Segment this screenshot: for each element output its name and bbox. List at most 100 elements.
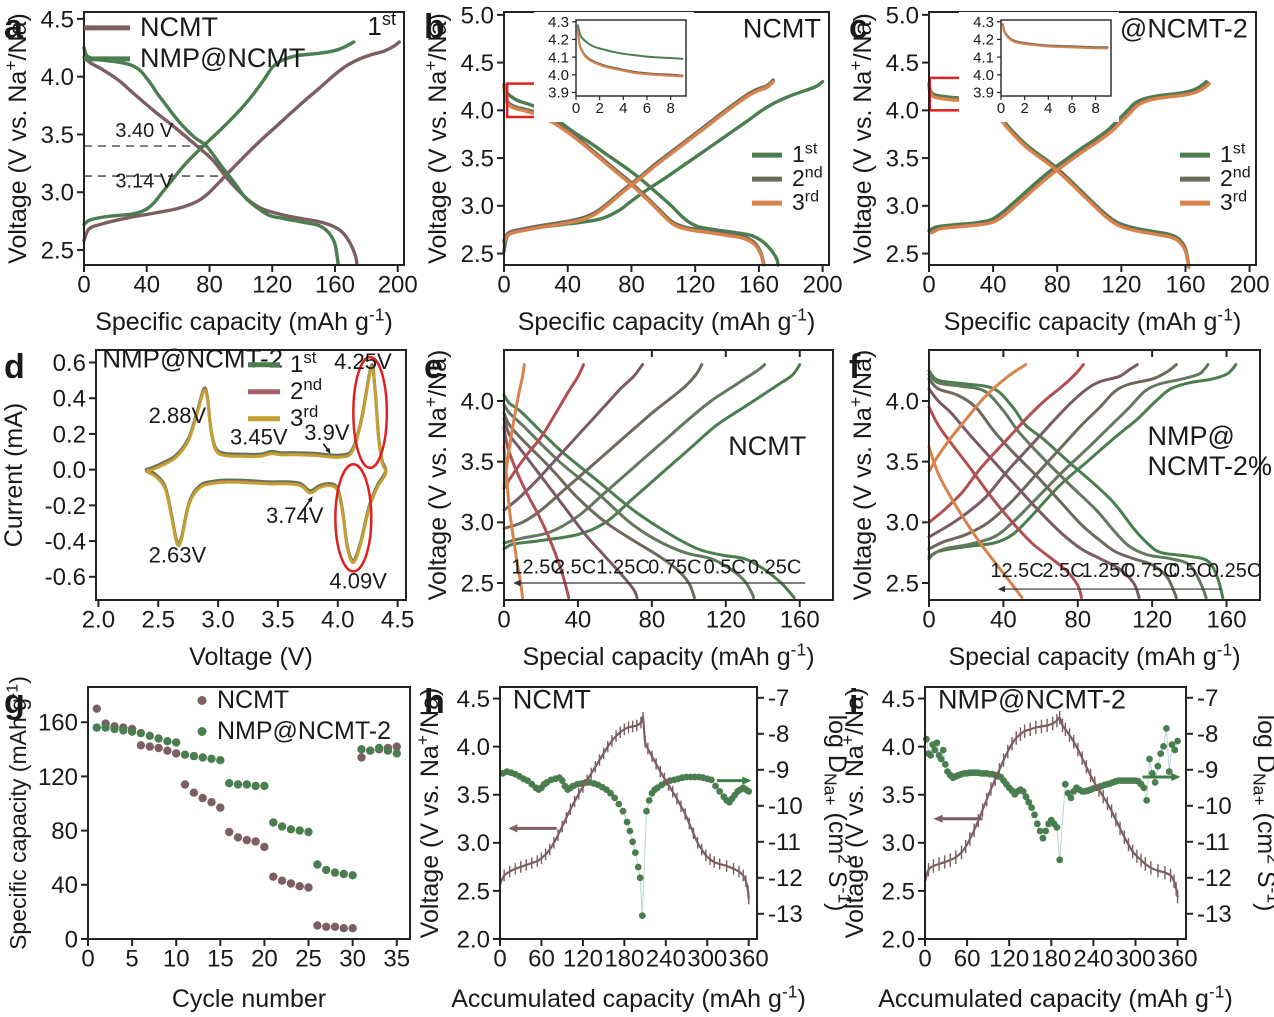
inset: 0 2 4 6 8 3.94.04.14.24.3 bbox=[959, 12, 1119, 122]
x-tick-label: 0 bbox=[572, 100, 580, 117]
data-point bbox=[251, 781, 260, 791]
panel-b: 0 40 80 120 160 200 2.5 3.0 3.5 4.0 4.5 5.0 Specific… bbox=[420, 0, 845, 340]
series-line bbox=[576, 29, 684, 78]
y-tick-label: -0.6 bbox=[45, 564, 86, 591]
series-c3 bbox=[502, 80, 775, 244]
series-c2 bbox=[502, 363, 767, 545]
series-ncmt_ch bbox=[82, 40, 401, 243]
x-tick-label: 360 bbox=[729, 945, 769, 972]
data-point bbox=[1033, 820, 1041, 828]
data-point bbox=[216, 756, 225, 765]
series-line bbox=[502, 84, 766, 267]
y-axis-title: Voltage (V vs. Na+/Na) bbox=[1, 13, 33, 264]
x-tick-label: 40 bbox=[990, 606, 1017, 633]
series-c1 bbox=[927, 363, 1238, 561]
annotation-text: 1st bbox=[367, 9, 396, 41]
y-tick-label: 3.9 bbox=[973, 85, 994, 102]
data-point bbox=[348, 924, 357, 933]
data-point bbox=[277, 876, 287, 885]
data-point bbox=[1160, 743, 1167, 750]
data-point bbox=[348, 871, 357, 880]
series-line bbox=[502, 80, 775, 244]
x-axis-title: Special capacity (mAh g-1) bbox=[522, 640, 814, 672]
data-point bbox=[392, 742, 401, 751]
x-tick-label: 0 bbox=[77, 271, 90, 298]
annotation-text: 0.75C bbox=[648, 556, 701, 578]
data-point bbox=[339, 924, 348, 933]
series-c3 bbox=[502, 363, 704, 530]
y-tick-label: 5.0 bbox=[461, 2, 494, 29]
series-line bbox=[502, 363, 767, 545]
y2-tick-label: -10 bbox=[768, 793, 803, 820]
x-tick-label: 160 bbox=[315, 271, 355, 298]
inset: 0 2 4 6 8 3.94.04.14.24.3 bbox=[534, 12, 694, 122]
data-point bbox=[198, 793, 207, 803]
y-tick-label: 3.5 bbox=[457, 782, 490, 809]
series-line bbox=[82, 55, 359, 266]
data-point bbox=[207, 754, 216, 763]
data-point bbox=[295, 882, 304, 891]
x-axis-title: Voltage (V) bbox=[189, 643, 313, 671]
y-tick-label: 4.5 bbox=[461, 50, 494, 77]
series-d3 bbox=[502, 84, 766, 267]
data-point bbox=[163, 737, 172, 746]
y-tick-label: 3.0 bbox=[886, 510, 919, 537]
series-d3 bbox=[502, 411, 696, 600]
y2-axis-title: log DNa+ (cm2 S-1) bbox=[1250, 715, 1274, 912]
data-point bbox=[708, 776, 715, 784]
data-point bbox=[643, 807, 650, 815]
plot-frame bbox=[924, 686, 1187, 940]
panel-letter: b bbox=[424, 8, 445, 46]
series-cch bbox=[930, 82, 1211, 235]
x-tick-label: 180 bbox=[604, 945, 644, 972]
y-tick-label: 4.0 bbox=[886, 388, 919, 415]
x-tick-label: 300 bbox=[1115, 945, 1155, 972]
data-point bbox=[330, 868, 340, 877]
x-tick-label: 0 bbox=[997, 100, 1005, 117]
annotation-text: NCMT bbox=[513, 684, 591, 714]
y-tick-label: 2.5 bbox=[886, 241, 919, 268]
chart-c: 0 40 80 120 160 2002.53.03.54.04.55.0Specific… bbox=[846, 2, 1270, 336]
series-line bbox=[927, 363, 1028, 473]
chart-g: 0 5 10 15 20 25 30 35 0 40 80 120 160 Cycle number Spe… bbox=[3, 676, 411, 1013]
y-tick-label: 2.5 bbox=[461, 570, 494, 597]
y-tick-label: 4.2 bbox=[973, 32, 994, 49]
y-tick-label: 2.5 bbox=[41, 237, 74, 264]
y-tick-label: 4.3 bbox=[548, 14, 569, 31]
panel-letter: h bbox=[424, 683, 445, 721]
x-axis-title: Accumulated capacity (mAh g-1) bbox=[878, 982, 1233, 1014]
arrow-head bbox=[325, 447, 331, 454]
y-tick-label: 5.0 bbox=[886, 2, 919, 29]
legend: NCMT NMP@NCMT-2 bbox=[197, 686, 391, 745]
plot-frame bbox=[575, 19, 687, 97]
data-point bbox=[163, 746, 172, 755]
data-point bbox=[716, 788, 724, 795]
x-axis-title: Accumulated capacity (mAh g-1) bbox=[451, 982, 806, 1014]
legend-label: 2nd bbox=[290, 375, 322, 405]
y-tick-label: 0.6 bbox=[53, 350, 86, 377]
y-tick-label: 2.5 bbox=[461, 241, 494, 268]
y-tick-label: 3.5 bbox=[461, 145, 494, 172]
data-point bbox=[269, 818, 278, 827]
data-point bbox=[632, 849, 639, 856]
chart-h: 0 60 120 180 240 300 360 2.0 2.5 3.0 3.5 4.0 4.5 -7 -8… bbox=[413, 683, 855, 1014]
annotation-text: NCMT bbox=[728, 431, 806, 461]
legend-label: 1st bbox=[290, 348, 317, 378]
y-tick-label: 3.0 bbox=[457, 830, 490, 857]
y-tick-label: 4.0 bbox=[461, 98, 494, 125]
x-tick-label: 0 bbox=[918, 945, 931, 972]
panel-letter: i bbox=[849, 683, 858, 721]
data-point bbox=[330, 922, 340, 931]
y2-tick-label: -12 bbox=[1197, 865, 1232, 892]
annotation-text: 3.40 V bbox=[115, 120, 173, 142]
data-point bbox=[1025, 798, 1033, 806]
data-point bbox=[304, 883, 313, 892]
x-tick-label: 0 bbox=[922, 606, 935, 633]
series-line bbox=[927, 363, 1178, 551]
x-tick-label: 120 bbox=[989, 945, 1029, 972]
y2-axis-title: log DNa+ (cm2 S-1) bbox=[821, 715, 855, 912]
panel-h: 0 60 120 180 240 300 360 2.0 2.5 3.0 3.5 4.0 4.5 -7 -8… bbox=[413, 675, 855, 1017]
series-line bbox=[927, 405, 1083, 600]
